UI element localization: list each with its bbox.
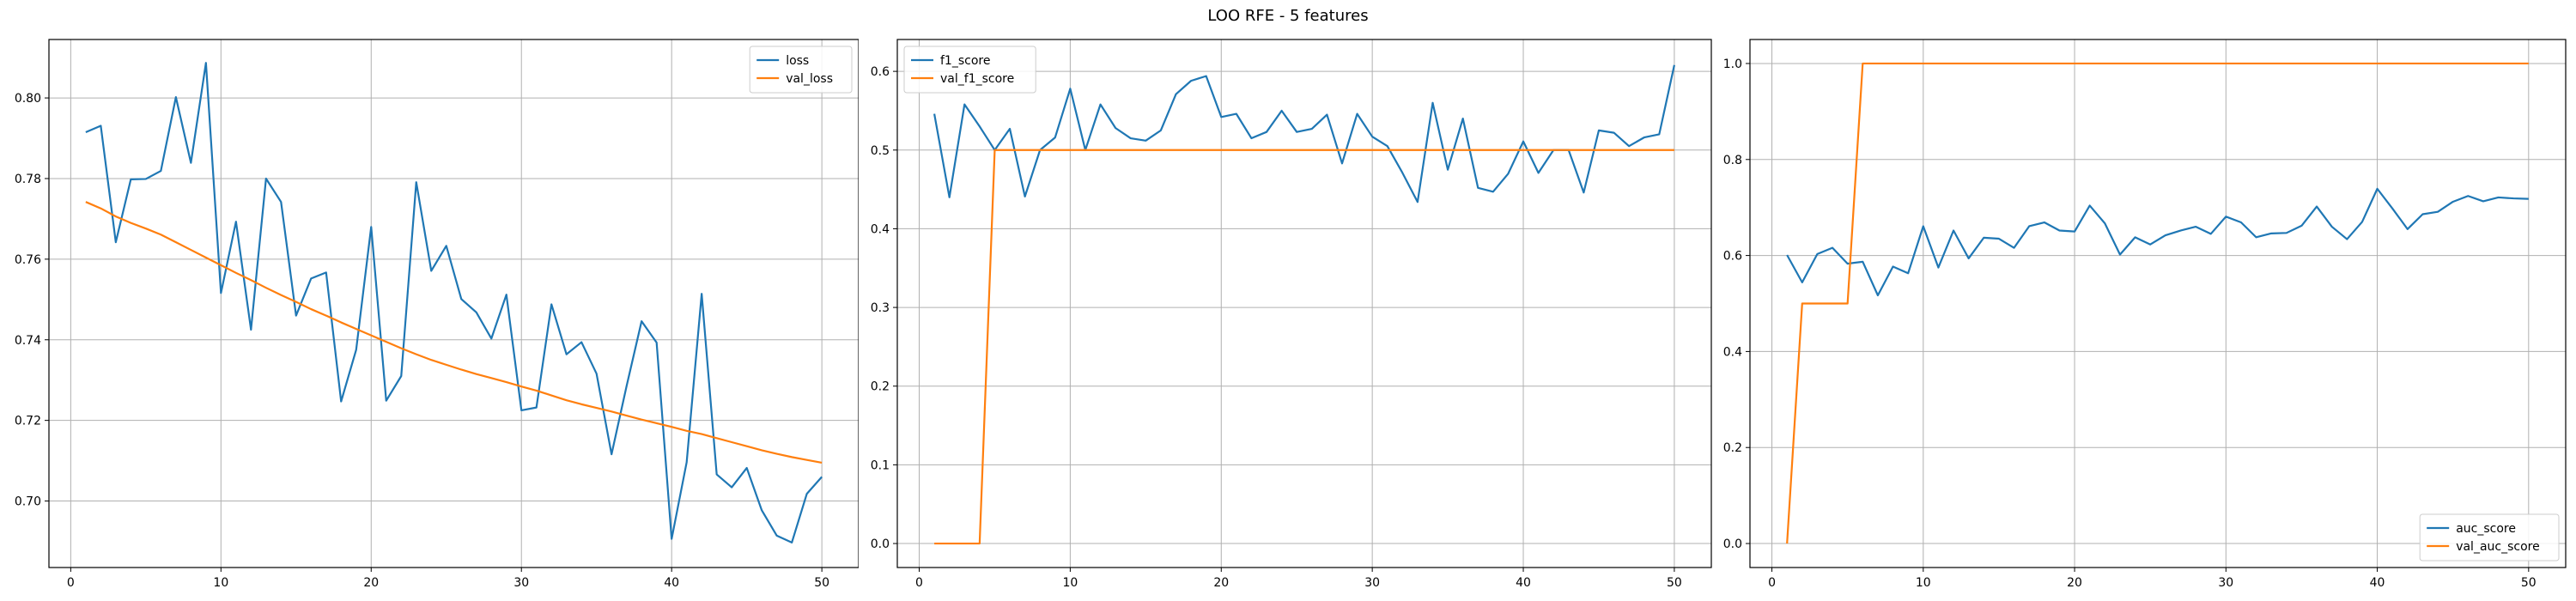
x-tick-label: 10 (1916, 576, 1931, 590)
tick-labels: 0 10 20 30 40 50 0.0 0.1 0.2 0.3 0.4 0.5 0.6 (871, 65, 1682, 590)
y-tick-label: 0.2 (871, 380, 890, 394)
y-tick-label: 0.1 (871, 458, 890, 472)
y-tick-label: 0.2 (1723, 441, 1742, 455)
grid (49, 39, 859, 568)
x-tick-label: 50 (2521, 576, 2537, 590)
y-tick-label: 0.3 (871, 301, 890, 315)
legend-label: loss (786, 54, 809, 68)
f1-score-chart: 0 10 20 30 40 50 0.0 0.1 0.2 0.3 0.4 0.5 0.6 f1_score… (871, 39, 1712, 590)
y-tick-label: 0.76 (15, 253, 41, 267)
series-line-auc_score (1786, 187, 2529, 297)
legend-box (903, 46, 1036, 94)
y-tick-label: 0.5 (871, 144, 890, 158)
x-tick-label: 40 (2370, 576, 2385, 590)
x-tick-label: 10 (213, 576, 228, 590)
loss-chart: 0 10 20 30 40 50 0.70 0.72 0.74 0.76 0.78 0.80 loss v… (15, 39, 859, 590)
x-tick-label: 30 (513, 576, 529, 590)
y-tick-label: 0.80 (15, 92, 41, 106)
legend-box (2419, 513, 2560, 562)
plot-frame (48, 39, 859, 568)
grid (1750, 39, 2566, 568)
legend-label: f1_score (940, 54, 990, 68)
x-tick-label: 50 (814, 576, 829, 590)
tick-labels: 0 10 20 30 40 50 0.70 0.72 0.74 0.76 0.78 0.80 (15, 92, 829, 590)
y-tick-label: 0.72 (15, 415, 41, 428)
auc-score-chart: 0 10 20 30 40 50 0.0 0.2 0.4 0.6 0.8 1.0 auc_scoreva… (1723, 39, 2567, 590)
plot-frame (896, 39, 1712, 568)
y-tick-label: 1.0 (1723, 58, 1742, 71)
y-tick-label: 0.4 (1723, 345, 1742, 359)
series-line-val_loss (85, 201, 823, 464)
x-tick-label: 0 (67, 576, 75, 590)
y-tick-label: 0.70 (15, 495, 41, 509)
figure-title: LOO RFE - 5 features (1207, 7, 1369, 25)
x-tick-label: 40 (664, 576, 679, 590)
series-line-f1_score (933, 64, 1675, 203)
x-tick-label: 0 (915, 576, 923, 590)
x-tick-label: 20 (1213, 576, 1229, 590)
series-line-val_f1_score (934, 149, 1674, 545)
y-tick-label: 0.6 (871, 65, 890, 79)
legend-label: val_auc_score (2456, 540, 2540, 554)
legend-box (749, 46, 853, 94)
x-tick-label: 50 (1667, 576, 1682, 590)
x-tick-label: 20 (363, 576, 379, 590)
legend: f1_score val_f1_score (903, 46, 1036, 94)
y-tick-label: 0.0 (1723, 537, 1742, 551)
legend: loss val_loss (749, 46, 853, 94)
x-tick-label: 10 (1062, 576, 1078, 590)
legend-label: val_loss (786, 72, 833, 86)
legend-label: auc_score (2456, 522, 2516, 536)
x-tick-label: 30 (2218, 576, 2233, 590)
y-tick-label: 0.74 (15, 334, 41, 348)
legend-label: val_f1_score (940, 72, 1014, 86)
series-line-loss (85, 62, 823, 543)
grid (897, 39, 1711, 568)
plot-frame (1749, 39, 2567, 568)
tick-labels: 0 10 20 30 40 50 0.0 0.2 0.4 0.6 0.8 1.0 (1723, 58, 2537, 590)
x-tick-label: 20 (2067, 576, 2082, 590)
y-tick-label: 0.78 (15, 173, 41, 186)
x-tick-label: 30 (1364, 576, 1380, 590)
x-tick-label: 40 (1516, 576, 1531, 590)
x-tick-label: 0 (1768, 576, 1776, 590)
y-tick-label: 0.4 (871, 222, 890, 236)
series-line-val_auc_score (1786, 62, 2529, 544)
legend: auc_score val_auc_score (2419, 513, 2560, 562)
y-tick-label: 0.8 (1723, 154, 1742, 167)
y-tick-label: 0.0 (871, 537, 890, 551)
y-tick-label: 0.6 (1723, 250, 1742, 264)
